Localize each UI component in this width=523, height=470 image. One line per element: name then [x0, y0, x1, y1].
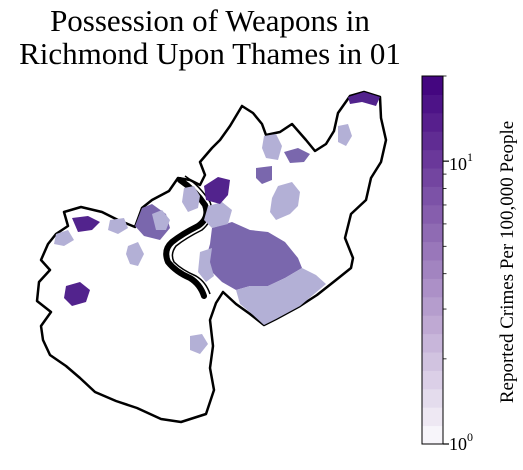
colorbar-band — [422, 370, 443, 390]
colorbar-band — [422, 223, 443, 243]
ward-hampton — [64, 282, 90, 306]
colorbar-band — [422, 425, 443, 445]
colorbar-band — [422, 186, 443, 206]
ward-teddington — [190, 334, 208, 354]
ward-central-richmond — [204, 177, 230, 204]
title-line-2: Richmond Upon Thames in 01 — [19, 36, 401, 71]
map-title: Possession of Weapons in Richmond Upon T… — [0, 4, 420, 70]
colorbar-band — [422, 260, 443, 279]
colorbar-band — [422, 168, 443, 187]
colorbar-band — [422, 333, 443, 353]
colorbar-band — [422, 112, 443, 132]
colorbar-bands — [422, 76, 443, 445]
ward-ham — [198, 248, 214, 282]
ward-west-twickenham — [54, 230, 74, 246]
ward-hampton-wick — [126, 242, 144, 266]
river-thames-bank — [171, 175, 213, 295]
river-thames — [163, 177, 210, 299]
title-line-1: Possession of Weapons in — [50, 3, 370, 38]
colorbar-band — [422, 278, 443, 298]
ward-richmond-park — [236, 268, 326, 325]
ward-twickenham-riverside — [204, 202, 232, 228]
colorbar-tick-label-10e0: 100 — [449, 430, 473, 454]
colorbar-ticks — [443, 75, 449, 445]
ward-sheen-north — [270, 182, 300, 220]
colorbar-frame — [421, 75, 444, 445]
colorbar-band — [422, 241, 443, 261]
colorbar-band — [422, 94, 443, 114]
ward-hampton-north — [108, 218, 128, 234]
colorbar-band — [422, 76, 443, 95]
ward-fulwell — [72, 216, 100, 232]
ward-kew-east — [338, 124, 352, 146]
colorbar-label: Reported Crimes Per 100,000 People — [497, 120, 518, 404]
colorbar-band — [422, 388, 443, 408]
ward-kew-north — [262, 134, 282, 160]
ward-north-richmond — [256, 166, 272, 184]
colorbar-band — [422, 204, 443, 224]
colorbar-band — [422, 131, 443, 151]
ward-barnes — [348, 92, 380, 106]
colorbar-band — [422, 352, 443, 371]
colorbar-band — [422, 407, 443, 427]
colorbar-band — [422, 315, 443, 335]
ward-mortlake — [284, 148, 310, 163]
colorbar-band — [422, 149, 443, 169]
ward-east-sheen-large — [206, 222, 302, 290]
ward-st-margarets — [182, 186, 200, 212]
colorbar-band — [422, 296, 443, 316]
ward-heathfield — [152, 210, 170, 230]
colorbar-tick-label-10e1: 101 — [449, 150, 473, 174]
